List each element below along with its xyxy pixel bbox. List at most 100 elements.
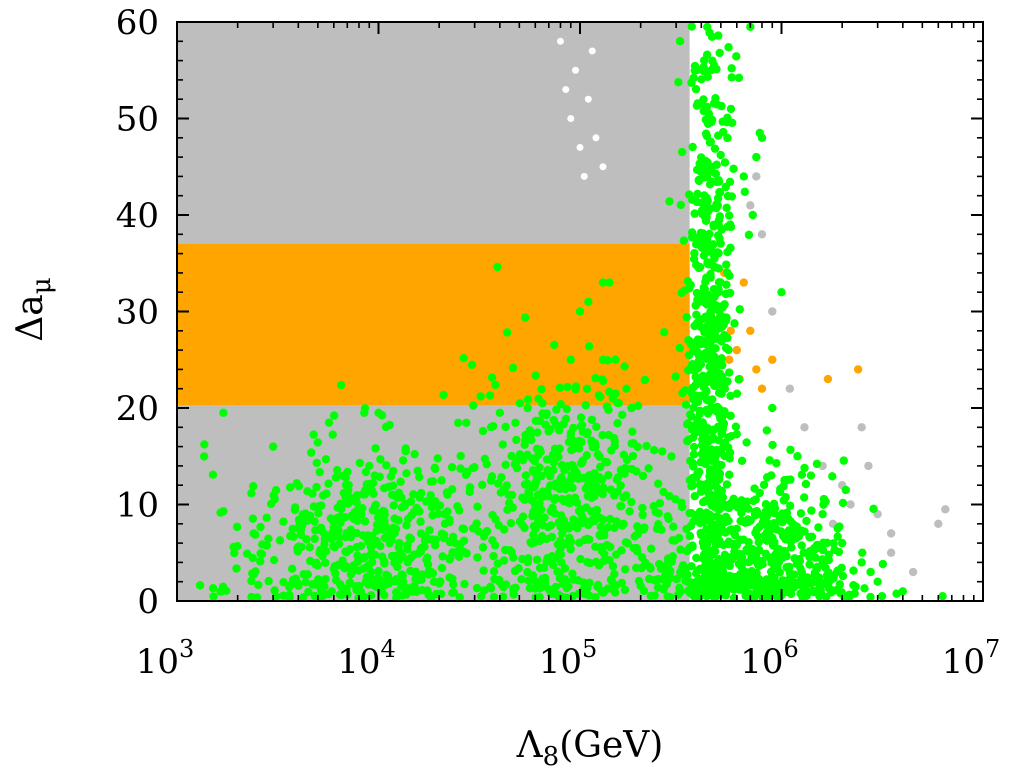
green-allowed-point xyxy=(479,566,488,575)
green-allowed-point xyxy=(586,558,595,568)
green-allowed-point xyxy=(681,400,691,409)
green-allowed-point xyxy=(376,455,385,464)
green-allowed-point xyxy=(509,586,518,595)
green-allowed-point xyxy=(520,480,530,489)
green-allowed-point xyxy=(787,543,796,552)
green-allowed-point xyxy=(594,391,604,400)
green-allowed-point xyxy=(690,209,699,218)
green-allowed-point xyxy=(507,490,517,500)
green-allowed-point xyxy=(602,458,612,467)
green-allowed-point xyxy=(385,539,395,548)
green-allowed-point xyxy=(495,408,505,418)
green-allowed-point xyxy=(317,501,326,510)
green-allowed-point xyxy=(707,550,717,559)
green-allowed-point xyxy=(713,502,723,511)
green-allowed-point xyxy=(316,524,325,533)
green-allowed-point xyxy=(512,435,521,445)
green-allowed-point xyxy=(752,152,761,162)
green-allowed-point xyxy=(796,509,806,518)
green-allowed-point xyxy=(714,264,723,273)
green-allowed-point xyxy=(439,533,449,543)
green-allowed-point xyxy=(251,567,260,576)
green-allowed-point xyxy=(768,403,777,413)
green-allowed-point xyxy=(858,548,867,557)
green-allowed-point xyxy=(776,581,785,590)
green-allowed-point xyxy=(467,360,477,370)
green-allowed-point xyxy=(761,507,770,517)
green-allowed-point xyxy=(317,587,327,596)
green-allowed-point xyxy=(416,529,426,538)
green-allowed-point xyxy=(751,495,760,504)
green-allowed-point xyxy=(710,453,720,462)
green-allowed-point xyxy=(472,519,481,528)
green-allowed-point xyxy=(401,447,410,456)
green-allowed-point xyxy=(766,524,775,534)
green-allowed-point xyxy=(610,523,619,533)
green-allowed-point xyxy=(477,592,486,601)
green-allowed-point xyxy=(403,558,413,567)
green-allowed-point xyxy=(489,421,498,431)
green-allowed-point xyxy=(285,483,295,492)
green-allowed-point xyxy=(723,268,732,277)
green-allowed-point xyxy=(723,377,732,386)
green-allowed-point xyxy=(719,319,729,329)
green-allowed-point xyxy=(749,552,758,562)
green-allowed-point xyxy=(698,512,707,522)
orange-tail-point xyxy=(732,345,741,355)
green-allowed-point xyxy=(786,445,795,455)
green-allowed-point xyxy=(715,537,724,547)
green-allowed-point xyxy=(690,61,700,71)
gray-tail-point xyxy=(785,384,795,393)
green-allowed-point xyxy=(520,495,529,504)
green-allowed-point xyxy=(714,371,723,381)
gray-tail-point xyxy=(941,505,950,514)
green-allowed-point xyxy=(409,490,418,499)
green-allowed-point xyxy=(828,472,837,481)
green-allowed-point xyxy=(379,556,389,566)
green-allowed-point xyxy=(726,411,735,420)
green-allowed-point xyxy=(683,420,692,429)
green-allowed-point xyxy=(790,554,799,563)
green-allowed-point xyxy=(411,567,421,577)
green-allowed-point xyxy=(521,471,531,480)
green-allowed-point xyxy=(553,446,562,456)
green-allowed-point xyxy=(627,439,636,448)
green-allowed-point xyxy=(869,504,878,514)
green-allowed-point xyxy=(288,524,297,534)
green-allowed-point xyxy=(742,497,752,506)
green-allowed-point xyxy=(669,522,678,531)
green-allowed-point xyxy=(705,472,714,481)
y-tick-label: 20 xyxy=(116,389,159,429)
green-allowed-point xyxy=(454,552,464,561)
green-allowed-point xyxy=(685,531,695,541)
green-allowed-point xyxy=(566,545,575,554)
green-allowed-point xyxy=(326,514,336,523)
green-allowed-point xyxy=(702,434,712,443)
green-allowed-point xyxy=(576,413,586,422)
y-tick-label: 10 xyxy=(116,486,159,526)
green-allowed-point xyxy=(328,430,337,439)
green-allowed-point xyxy=(814,523,823,532)
green-allowed-point xyxy=(305,543,314,552)
green-allowed-point xyxy=(584,297,593,307)
green-allowed-point xyxy=(693,415,702,425)
green-allowed-point xyxy=(698,498,708,507)
green-allowed-point xyxy=(832,567,842,576)
green-allowed-point xyxy=(687,228,697,237)
green-allowed-point xyxy=(703,409,713,418)
gray-tail-point xyxy=(757,230,767,239)
green-allowed-point xyxy=(540,513,549,522)
green-allowed-point xyxy=(312,458,321,468)
green-allowed-point xyxy=(711,94,720,103)
green-allowed-point xyxy=(303,516,312,525)
green-allowed-point xyxy=(796,564,805,573)
green-allowed-point xyxy=(422,497,431,506)
green-allowed-point xyxy=(679,236,689,245)
green-allowed-point xyxy=(555,383,565,392)
green-allowed-point xyxy=(714,31,723,40)
orange-tail-point xyxy=(823,374,833,384)
green-allowed-point xyxy=(555,426,564,435)
green-allowed-point xyxy=(560,564,570,573)
green-allowed-point xyxy=(693,347,702,357)
green-allowed-point xyxy=(702,525,711,534)
